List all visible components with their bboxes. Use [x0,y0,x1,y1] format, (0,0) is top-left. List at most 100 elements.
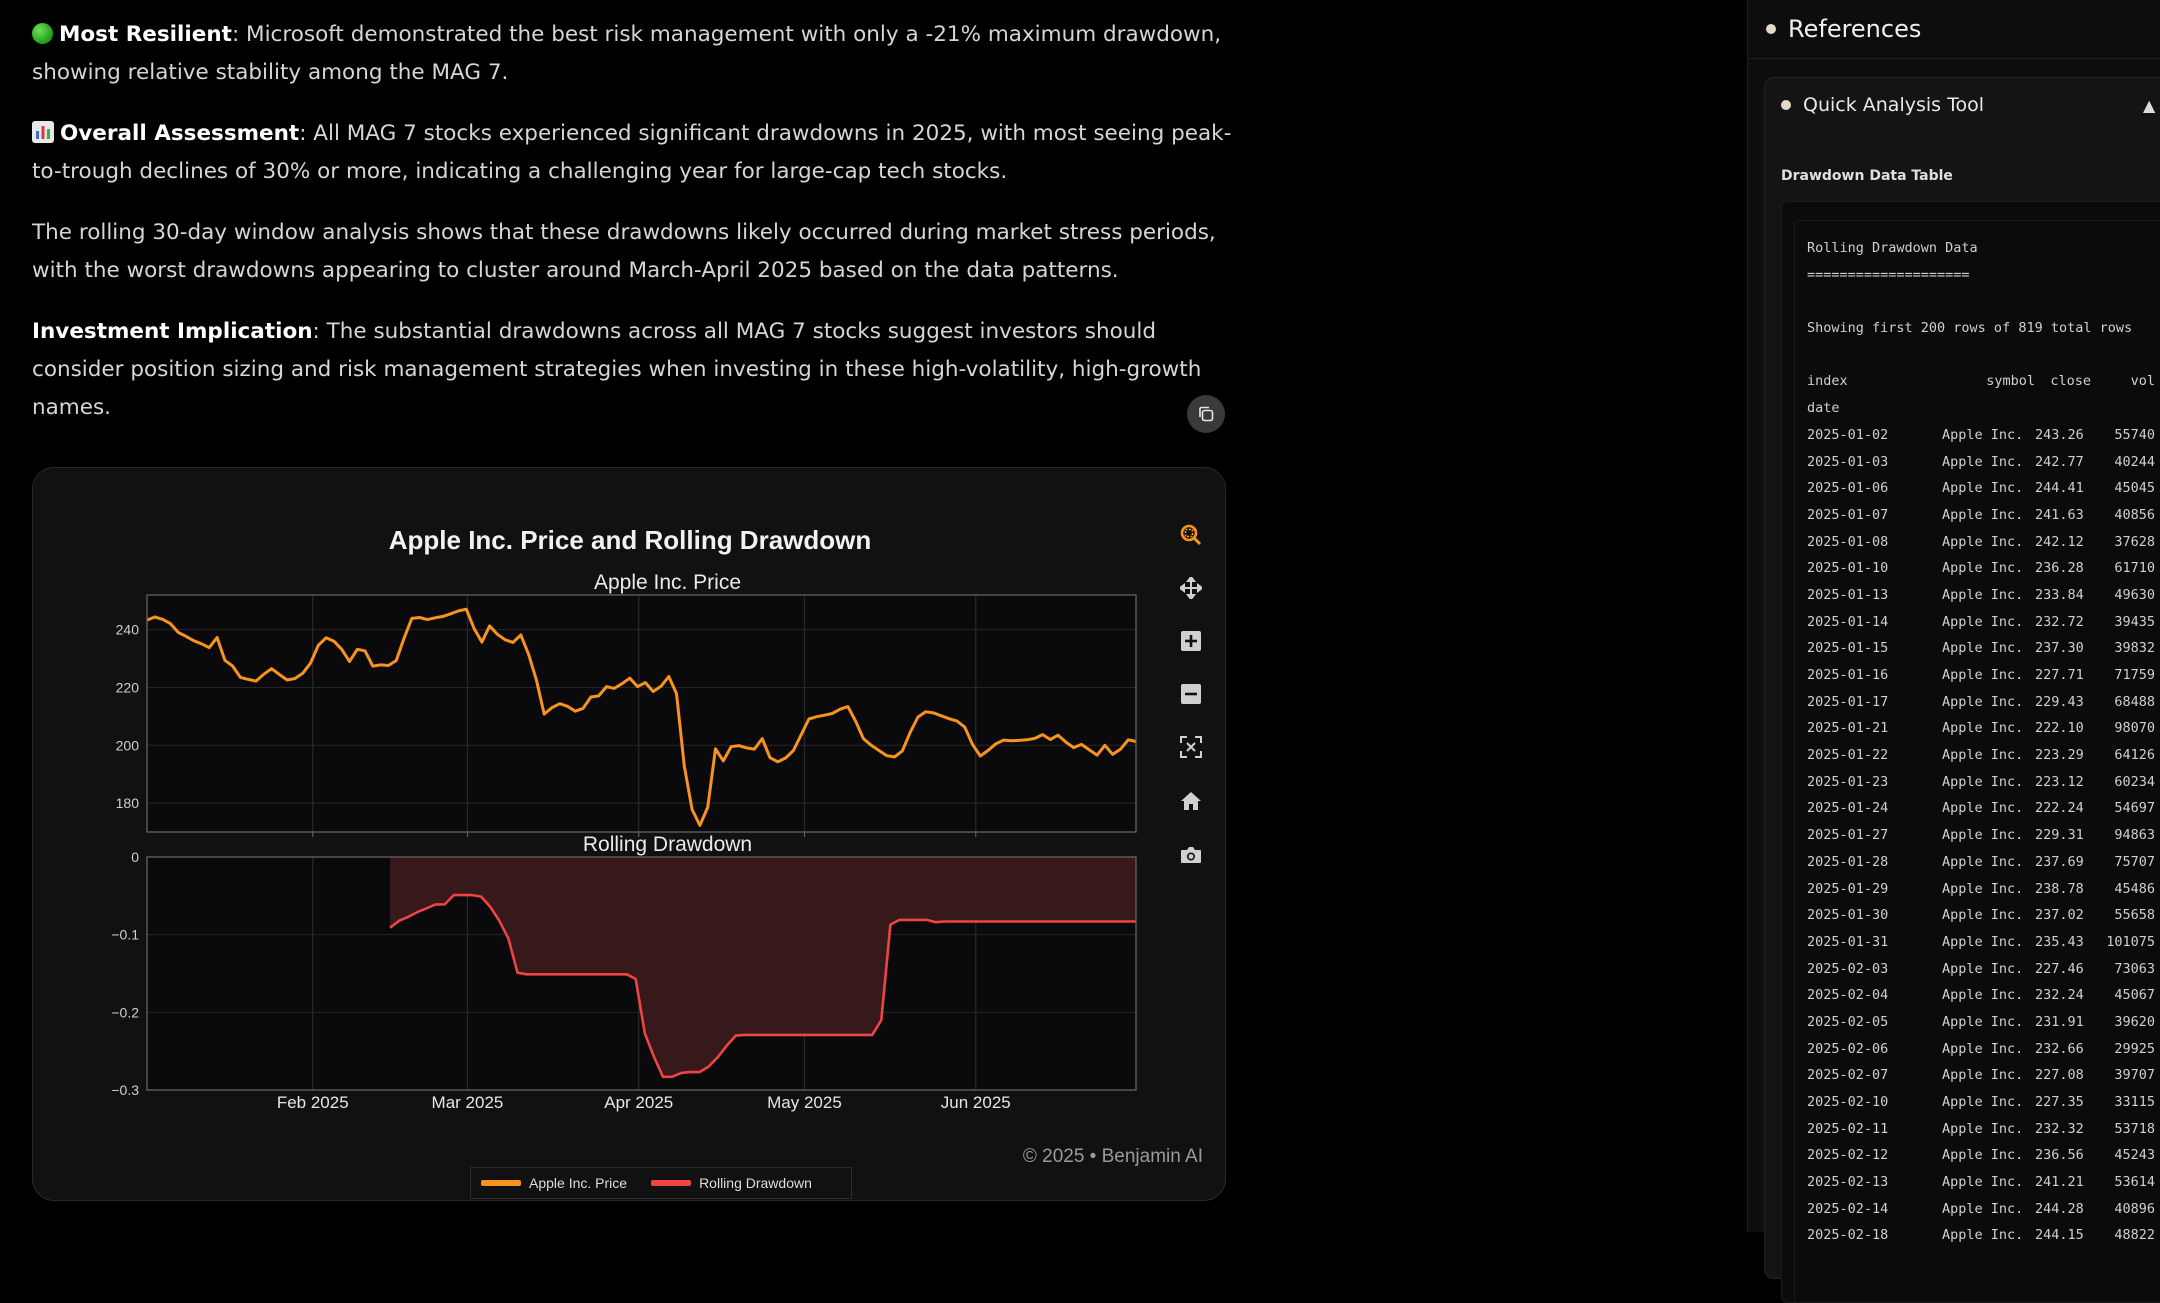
table-row: 2025-01-31 Apple Inc. 235.43 101075 [1807,929,2160,956]
table-cell: 2025-01-21 [1807,720,1889,737]
camera-icon[interactable] [1176,840,1206,870]
table-row: 2025-01-14 Apple Inc. 232.72 39435 [1807,609,2160,636]
table-cell: Apple Inc. [1942,613,2024,630]
collapse-caret-icon[interactable]: ▲ [2143,96,2156,115]
chart-card: Apple Inc. Price and Rolling Drawdown 240… [32,467,1226,1201]
paragraph-rolling-window: The rolling 30-day window analysis shows… [32,214,1232,290]
table-cell: 222.24 [2035,800,2084,817]
table-cell: 68488 [2114,693,2155,710]
bullet-icon [1766,24,1776,34]
data-table-text: Rolling Drawdown Data ===================… [1794,220,2160,1302]
table-cell: 2025-01-15 [1807,640,1889,657]
table-cell: 71759 [2114,667,2155,683]
references-title: References [1788,15,1922,43]
bullet-icon [1781,100,1791,110]
table-cell: 2025-01-31 [1807,933,1889,950]
table-cell: 2025-01-02 [1807,426,1889,443]
table-cell: 232.32 [2035,1120,2084,1137]
autoscale-icon[interactable] [1176,732,1206,762]
table-cell: 232.72 [2035,613,2084,630]
table-cell: 61710 [2114,560,2155,577]
chart-title: Apple Inc. Price and Rolling Drawdown [389,525,872,555]
references-panel: References Quick Analysis Tool ▲ Drawdow… [1747,0,2160,1303]
paragraph-text: : Microsoft demonstrated the best risk m… [32,22,1222,85]
table-header-line: Rolling Drawdown Data [1807,240,1978,256]
table-cell: 45067 [2114,987,2155,1004]
y-tick-label: 180 [116,795,140,811]
references-header: References [1748,0,2160,59]
table-label: Drawdown Data Table [1781,168,1953,184]
y-tick-label: 240 [116,622,140,638]
table-row: 2025-02-07 Apple Inc. 227.08 39707 [1807,1062,2160,1089]
green-circle-icon [32,23,53,44]
zoom-in-icon[interactable] [1176,626,1206,656]
table-cell: 227.08 [2035,1067,2084,1084]
x-tick-label: May 2025 [767,1093,842,1112]
copy-button[interactable] [1187,395,1225,433]
x-tick-label: Jun 2025 [941,1093,1011,1112]
table-cell: index [1807,373,1848,390]
pan-icon[interactable] [1176,573,1206,603]
table-cell: Apple Inc. [1942,1094,2024,1110]
data-table-container[interactable]: Rolling Drawdown Data ===================… [1781,201,2160,1303]
legend-item-drawdown[interactable]: Rolling Drawdown [651,1175,812,1191]
drawdown-line [389,893,1136,1079]
table-cell: 244.41 [2035,480,2084,497]
table-cell: 2025-01-13 [1807,586,1889,603]
table-cell: 45045 [2114,480,2155,497]
table-row: 2025-01-29 Apple Inc. 238.78 45486 [1807,876,2160,903]
bold-label: Investment Implication [32,319,313,344]
table-cell: 229.43 [2035,693,2084,710]
table-row: 2025-01-13 Apple Inc. 233.84 49630 [1807,582,2160,609]
table-cell: Apple Inc. [1942,1227,2024,1244]
table-cell: 2025-01-07 [1807,506,1889,523]
table-cell: 33115 [2114,1094,2155,1110]
table-cell: 2025-01-17 [1807,693,1889,710]
table-cell: 2025-01-24 [1807,800,1889,817]
table-cell: 2025-02-03 [1807,960,1889,977]
table-cell: 242.12 [2035,533,2084,550]
table-cell: 64126 [2114,747,2155,764]
table-cell: Apple Inc. [1942,1067,2024,1084]
zoom-icon[interactable] [1176,520,1206,550]
table-cell: 2025-02-12 [1807,1147,1889,1164]
table-row: 2025-01-15 Apple Inc. 237.30 39832 [1807,635,2160,662]
table-cell: 98070 [2114,720,2155,737]
chat-main-column: Most Resilient: Microsoft demonstrated t… [32,22,1232,1201]
table-cell: 2025-01-10 [1807,560,1889,577]
tool-header[interactable]: Quick Analysis Tool ▲ [1765,78,2160,132]
table-cell: Apple Inc. [1942,773,2024,790]
table-cell: 223.12 [2035,773,2084,790]
y-tick-label: −0.3 [111,1082,139,1098]
table-cell: 39832 [2114,640,2155,657]
table-cell: Apple Inc. [1942,453,2024,470]
y-tick-label: −0.1 [111,927,139,943]
table-cell: Apple Inc. [1942,693,2024,710]
legend-item-price[interactable]: Apple Inc. Price [481,1175,627,1191]
table-cell: Apple Inc. [1942,1147,2024,1164]
table-cell: Apple Inc. [1942,827,2024,844]
table-cell: Apple Inc. [1942,1174,2024,1191]
table-cell: 2025-02-13 [1807,1174,1889,1191]
table-cell: 73063 [2114,960,2155,977]
table-cell: Apple Inc. [1942,1013,2024,1030]
chart-legend: Apple Inc. Price Rolling Drawdown [470,1167,852,1199]
table-cell: 2025-02-18 [1807,1227,1889,1244]
table-cell: Apple Inc. [1942,933,2024,950]
table-cell: 241.21 [2035,1174,2084,1191]
paragraph-investment-implication: Investment Implication: The substantial … [32,313,1232,427]
bold-label: Overall Assessment [60,121,300,146]
table-cell: Apple Inc. [1942,1200,2024,1217]
table-cell: 231.91 [2035,1013,2084,1030]
zoom-out-icon[interactable] [1176,679,1206,709]
table-header-line [1807,288,2160,315]
table-cell: Apple Inc. [1942,640,2024,657]
drawdown-chart[interactable]: Apple Inc. Price and Rolling Drawdown 240… [33,468,1225,1200]
table-row: 2025-01-10 Apple Inc. 236.28 61710 [1807,555,2160,582]
plot-area [147,595,1136,832]
paragraph-overall-assessment: Overall Assessment: All MAG 7 stocks exp… [32,115,1232,191]
home-icon[interactable] [1176,786,1206,816]
table-cell: 2025-01-28 [1807,853,1889,870]
table-cell: Apple Inc. [1942,747,2024,764]
table-row: 2025-01-27 Apple Inc. 229.31 94863 [1807,822,2160,849]
